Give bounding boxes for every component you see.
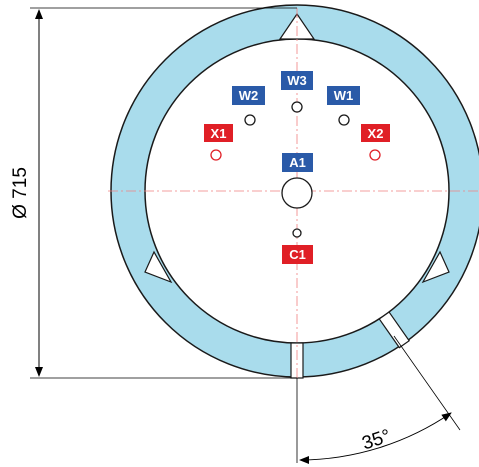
hole-w2 xyxy=(244,114,256,126)
svg-text:W1: W1 xyxy=(334,88,354,103)
svg-text:C1: C1 xyxy=(289,247,306,262)
angled-notch xyxy=(378,311,411,349)
left-tab xyxy=(144,250,173,284)
svg-text:A1: A1 xyxy=(289,155,306,170)
hole-c1 xyxy=(292,228,302,238)
badge-x1: X1 xyxy=(204,124,233,142)
badge-w3: W3 xyxy=(281,71,313,90)
badge-w2: W2 xyxy=(232,86,265,105)
center-hole xyxy=(281,177,313,209)
diameter-label: Ø 715 xyxy=(10,167,31,219)
svg-text:W2: W2 xyxy=(239,88,259,103)
badge-a1: A1 xyxy=(282,153,313,172)
angle-arc xyxy=(299,412,452,464)
badge-c1: C1 xyxy=(282,245,313,264)
badge-x2: X2 xyxy=(361,124,390,142)
svg-text:X1: X1 xyxy=(211,126,227,141)
svg-text:X2: X2 xyxy=(368,126,384,141)
hole-w1 xyxy=(338,114,350,126)
svg-text:W3: W3 xyxy=(287,73,307,88)
hole-x2 xyxy=(369,149,381,161)
angle-ext-angled xyxy=(393,335,461,431)
hole-x1 xyxy=(210,149,222,161)
badge-w1: W1 xyxy=(327,86,360,105)
hole-w3 xyxy=(291,101,303,113)
angle-label: 35° xyxy=(360,426,394,455)
right-tab xyxy=(421,250,450,284)
